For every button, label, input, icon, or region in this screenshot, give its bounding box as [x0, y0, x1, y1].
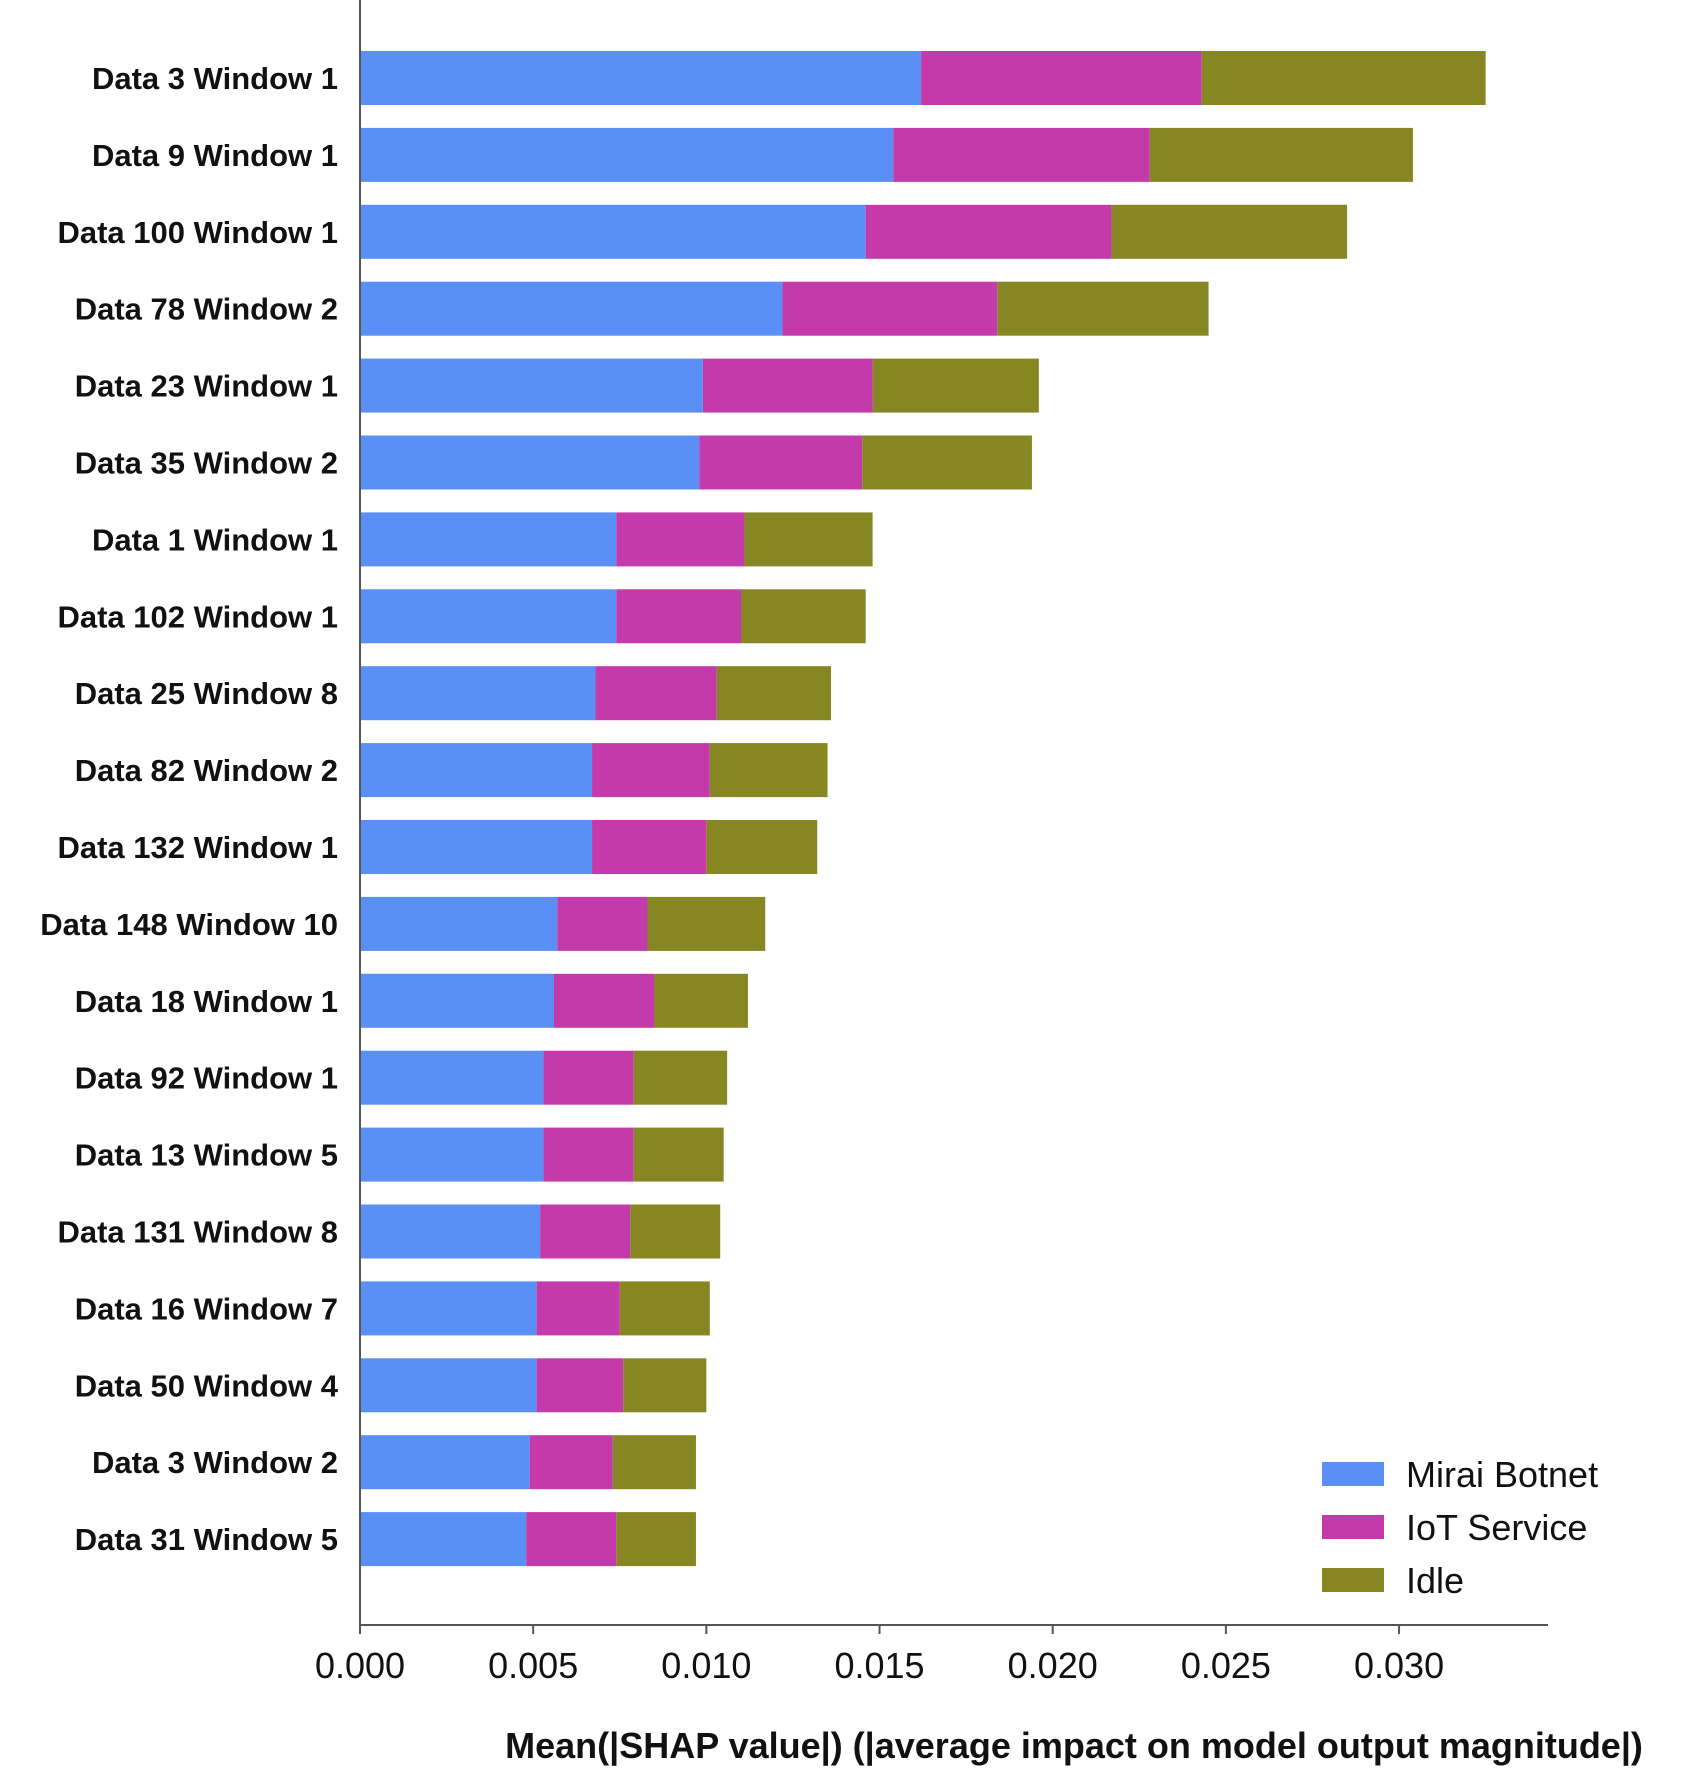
- category-label: Data 13 Window 5: [75, 1138, 338, 1173]
- bar-segment-idle: [633, 1127, 724, 1182]
- bar-segment-mirai-botnet: [360, 666, 596, 721]
- legend: Mirai Botnet IoT Service Idle: [1322, 1454, 1598, 1601]
- bar-segment-iot-service: [595, 666, 717, 721]
- bar-segment-idle: [862, 435, 1032, 490]
- x-tick-label: 0.025: [1181, 1645, 1271, 1686]
- category-label: Data 148 Window 10: [40, 907, 338, 942]
- bar-segment-mirai-botnet: [360, 435, 700, 490]
- bar-segment-mirai-botnet: [360, 281, 783, 336]
- bar-segment-mirai-botnet: [360, 1127, 544, 1182]
- category-label: Data 100 Window 1: [57, 215, 338, 250]
- bar-segment-idle: [619, 1281, 710, 1336]
- bar-segment-iot-service: [536, 1358, 624, 1413]
- bar-segment-mirai-botnet: [360, 820, 593, 874]
- bar-segment-idle: [630, 1204, 721, 1259]
- category-label: Data 23 Window 1: [75, 369, 338, 404]
- category-label: Data 78 Window 2: [75, 292, 338, 327]
- bar-segment-iot-service: [526, 1512, 617, 1567]
- bar-segment-idle: [1201, 51, 1486, 105]
- category-label: Data 131 Window 8: [57, 1215, 338, 1250]
- legend-swatch-idle: [1322, 1568, 1384, 1592]
- category-label: Data 50 Window 4: [75, 1368, 339, 1403]
- bar-segment-mirai-botnet: [360, 973, 554, 1028]
- x-tick-label: 0.005: [488, 1645, 578, 1686]
- bar-segment-idle: [706, 820, 818, 874]
- bar-segment-mirai-botnet: [360, 1512, 527, 1567]
- category-label: Data 31 Window 5: [75, 1522, 338, 1557]
- bar-segment-mirai-botnet: [360, 204, 866, 259]
- bar-segment-idle: [744, 512, 873, 567]
- bar-segment-idle: [647, 896, 766, 951]
- category-label: Data 9 Window 1: [92, 138, 338, 173]
- category-label: Data 3 Window 2: [92, 1445, 338, 1480]
- legend-label: Mirai Botnet: [1406, 1454, 1598, 1495]
- bar-segment-idle: [716, 666, 832, 721]
- bar-segment-idle: [612, 1435, 696, 1490]
- x-tick-label: 0.015: [834, 1645, 924, 1686]
- category-label: Data 25 Window 8: [75, 676, 338, 711]
- bar-segment-iot-service: [557, 896, 648, 951]
- bar-segment-iot-service: [592, 820, 707, 874]
- bar-segment-iot-service: [782, 281, 998, 336]
- bar-segment-idle: [997, 281, 1209, 336]
- bar-segment-idle: [740, 589, 866, 644]
- bar-segment-iot-service: [893, 127, 1150, 182]
- bar-segment-mirai-botnet: [360, 1435, 530, 1490]
- bar-segment-idle: [1111, 204, 1348, 259]
- bar-segment-mirai-botnet: [360, 1358, 537, 1413]
- legend-swatch-mirai-botnet: [1322, 1462, 1384, 1486]
- category-label: Data 82 Window 2: [75, 753, 338, 788]
- bar-segment-idle: [633, 1050, 728, 1105]
- x-tick-label: 0.000: [315, 1645, 405, 1686]
- bar-segment-idle: [872, 358, 1039, 413]
- bar-segment-mirai-botnet: [360, 1281, 537, 1336]
- category-label: Data 18 Window 1: [75, 984, 338, 1019]
- bar-segment-iot-service: [543, 1050, 634, 1105]
- category-label: Data 102 Window 1: [57, 599, 338, 634]
- bar-segment-mirai-botnet: [360, 589, 617, 644]
- category-label: Data 3 Window 1: [92, 61, 338, 96]
- category-label: Data 35 Window 2: [75, 446, 338, 481]
- bar-segment-iot-service: [616, 512, 745, 567]
- category-label: Data 1 Window 1: [92, 522, 338, 557]
- bar-segment-iot-service: [536, 1281, 620, 1336]
- legend-label: Idle: [1406, 1560, 1464, 1601]
- x-tick-label: 0.020: [1008, 1645, 1098, 1686]
- bar-segment-mirai-botnet: [360, 896, 558, 951]
- bar-segment-idle: [1149, 127, 1413, 182]
- category-label-group: Data 3 Window 1 Data 9 Window 1 Data 100 W…: [40, 61, 339, 1557]
- legend-label: IoT Service: [1406, 1507, 1587, 1548]
- bar-segment-mirai-botnet: [360, 127, 894, 182]
- category-label: Data 92 Window 1: [75, 1061, 338, 1096]
- category-label: Data 16 Window 7: [75, 1291, 338, 1326]
- bar-segment-mirai-botnet: [360, 1050, 544, 1105]
- bar-segment-mirai-botnet: [360, 358, 703, 413]
- x-tick-label: 0.030: [1354, 1645, 1444, 1686]
- x-axis-label: Mean(|SHAP value|) (|average impact on m…: [505, 1725, 1643, 1767]
- bar-segment-iot-service: [592, 743, 710, 798]
- category-label: Data 132 Window 1: [57, 830, 338, 865]
- bar-segment-iot-service: [921, 51, 1202, 105]
- bar-segment-mirai-botnet: [360, 51, 922, 105]
- bar-segment-iot-service: [543, 1127, 634, 1182]
- bar-segment-idle: [616, 1512, 696, 1567]
- bar-segment-mirai-botnet: [360, 1204, 541, 1259]
- bar-segment-iot-service: [540, 1204, 631, 1259]
- bar-segment-idle: [623, 1358, 707, 1413]
- x-tick-label: 0.010: [661, 1645, 751, 1686]
- bar-segment-iot-service: [553, 973, 655, 1028]
- bar-segment-idle: [654, 973, 748, 1028]
- legend-swatch-iot-service: [1322, 1515, 1384, 1539]
- bar-segment-iot-service: [529, 1435, 613, 1490]
- bar-segment-mirai-botnet: [360, 512, 617, 567]
- bar-segment-mirai-botnet: [360, 743, 593, 798]
- bar-group: [360, 51, 1486, 1567]
- bar-segment-iot-service: [699, 435, 863, 490]
- bar-segment-iot-service: [865, 204, 1112, 259]
- bar-segment-iot-service: [702, 358, 873, 413]
- bar-segment-idle: [709, 743, 828, 798]
- bar-segment-iot-service: [616, 589, 741, 644]
- x-tick-group: 0.000 0.005 0.010 0.015 0.020 0.025 0.030: [315, 1625, 1444, 1686]
